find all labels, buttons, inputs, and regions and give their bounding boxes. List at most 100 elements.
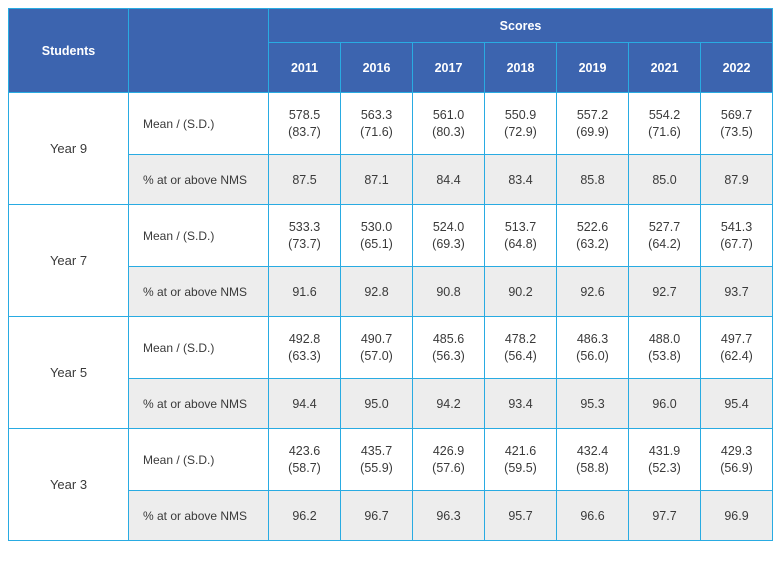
mean-value: 490.7 (361, 332, 392, 346)
value-cell-nms: 87.5 (269, 155, 341, 205)
value-cell-nms: 97.7 (629, 491, 701, 541)
student-cell: Year 3 (9, 429, 129, 541)
header-scores: Scores (269, 9, 773, 43)
sd-value: (56.0) (576, 349, 609, 363)
value-cell-mean: 530.0(65.1) (341, 205, 413, 267)
value-cell-mean: 522.6(63.2) (557, 205, 629, 267)
table-row: Year 3Mean / (S.D.)423.6(58.7)435.7(55.9… (9, 429, 773, 491)
value-cell-mean: 527.7 (64.2) (629, 205, 701, 267)
table-row: Year 5Mean / (S.D.)492.8(63.3)490.7(57.0… (9, 317, 773, 379)
sd-value: (52.3) (648, 461, 681, 475)
header-year: 2018 (485, 43, 557, 93)
metric-cell-nms: % at or above NMS (129, 491, 269, 541)
value-cell-nms: 96.3 (413, 491, 485, 541)
sd-value: (65.1) (360, 237, 393, 251)
value-cell-mean: 569.7 (73.5) (701, 93, 773, 155)
sd-value: (58.8) (576, 461, 609, 475)
metric-cell-nms: % at or above NMS (129, 155, 269, 205)
mean-value: 488.0 (649, 332, 680, 346)
mean-value: 569.7 (721, 108, 752, 122)
mean-value: 497.7 (721, 332, 752, 346)
header-students: Students (9, 9, 129, 93)
metric-cell-mean: Mean / (S.D.) (129, 317, 269, 379)
value-cell-nms: 92.6 (557, 267, 629, 317)
value-cell-mean: 492.8(63.3) (269, 317, 341, 379)
sd-value: (62.4) (720, 349, 753, 363)
value-cell-nms: 83.4 (485, 155, 557, 205)
value-cell-nms: 92.8 (341, 267, 413, 317)
value-cell-mean: 429.3 (56.9) (701, 429, 773, 491)
sd-value: (56.4) (504, 349, 537, 363)
table-row: Year 7Mean / (S.D.)533.3(73.7)530.0(65.1… (9, 205, 773, 267)
sd-value: (63.3) (288, 349, 321, 363)
value-cell-nms: 90.8 (413, 267, 485, 317)
mean-value: 561.0 (433, 108, 464, 122)
sd-value: (83.7) (288, 125, 321, 139)
value-cell-nms: 94.4 (269, 379, 341, 429)
value-cell-mean: 432.4 (58.8) (557, 429, 629, 491)
sd-value: (59.5) (504, 461, 537, 475)
header-year: 2021 (629, 43, 701, 93)
mean-value: 426.9 (433, 444, 464, 458)
value-cell-nms: 96.7 (341, 491, 413, 541)
mean-value: 423.6 (289, 444, 320, 458)
mean-value: 524.0 (433, 220, 464, 234)
mean-value: 485.6 (433, 332, 464, 346)
sd-value: (73.5) (720, 125, 753, 139)
header-year: 2016 (341, 43, 413, 93)
sd-value: (72.9) (504, 125, 537, 139)
scores-table: Students Scores 2011 2016 2017 2018 2019… (8, 8, 773, 541)
sd-value: (57.0) (360, 349, 393, 363)
value-cell-nms: 90.2 (485, 267, 557, 317)
sd-value: (56.9) (720, 461, 753, 475)
value-cell-nms: 95.3 (557, 379, 629, 429)
mean-value: 527.7 (649, 220, 680, 234)
mean-value: 432.4 (577, 444, 608, 458)
value-cell-mean: 478.2 (56.4) (485, 317, 557, 379)
value-cell-mean: 524.0(69.3) (413, 205, 485, 267)
sd-value: (58.7) (288, 461, 321, 475)
mean-value: 486.3 (577, 332, 608, 346)
sd-value: (64.2) (648, 237, 681, 251)
student-cell: Year 9 (9, 93, 129, 205)
metric-cell-mean: Mean / (S.D.) (129, 205, 269, 267)
mean-value: 578.5 (289, 108, 320, 122)
value-cell-mean: 578.5 (83.7) (269, 93, 341, 155)
mean-value: 478.2 (505, 332, 536, 346)
value-cell-mean: 533.3(73.7) (269, 205, 341, 267)
metric-cell-mean: Mean / (S.D.) (129, 429, 269, 491)
value-cell-mean: 488.0 (53.8) (629, 317, 701, 379)
header-year: 2022 (701, 43, 773, 93)
mean-value: 421.6 (505, 444, 536, 458)
value-cell-mean: 513.7(64.8) (485, 205, 557, 267)
mean-value: 431.9 (649, 444, 680, 458)
value-cell-mean: 435.7(55.9) (341, 429, 413, 491)
sd-value: (67.7) (720, 237, 753, 251)
metric-cell-nms: % at or above NMS (129, 379, 269, 429)
value-cell-nms: 93.7 (701, 267, 773, 317)
value-cell-nms: 96.9 (701, 491, 773, 541)
value-cell-mean: 557.2(69.9) (557, 93, 629, 155)
student-cell: Year 7 (9, 205, 129, 317)
mean-value: 429.3 (721, 444, 752, 458)
value-cell-nms: 93.4 (485, 379, 557, 429)
sd-value: (73.7) (288, 237, 321, 251)
value-cell-mean: 423.6 (58.7) (269, 429, 341, 491)
value-cell-nms: 96.2 (269, 491, 341, 541)
header-year: 2017 (413, 43, 485, 93)
value-cell-nms: 87.1 (341, 155, 413, 205)
value-cell-mean: 561.0 (80.3) (413, 93, 485, 155)
mean-value: 563.3 (361, 108, 392, 122)
sd-value: (80.3) (432, 125, 465, 139)
value-cell-mean: 426.9(57.6) (413, 429, 485, 491)
value-cell-nms: 92.7 (629, 267, 701, 317)
mean-value: 541.3 (721, 220, 752, 234)
value-cell-mean: 550.9(72.9) (485, 93, 557, 155)
value-cell-mean: 554.2(71.6) (629, 93, 701, 155)
sd-value: (53.8) (648, 349, 681, 363)
mean-value: 557.2 (577, 108, 608, 122)
sd-value: (71.6) (648, 125, 681, 139)
sd-value: (63.2) (576, 237, 609, 251)
value-cell-nms: 84.4 (413, 155, 485, 205)
sd-value: (71.6) (360, 125, 393, 139)
